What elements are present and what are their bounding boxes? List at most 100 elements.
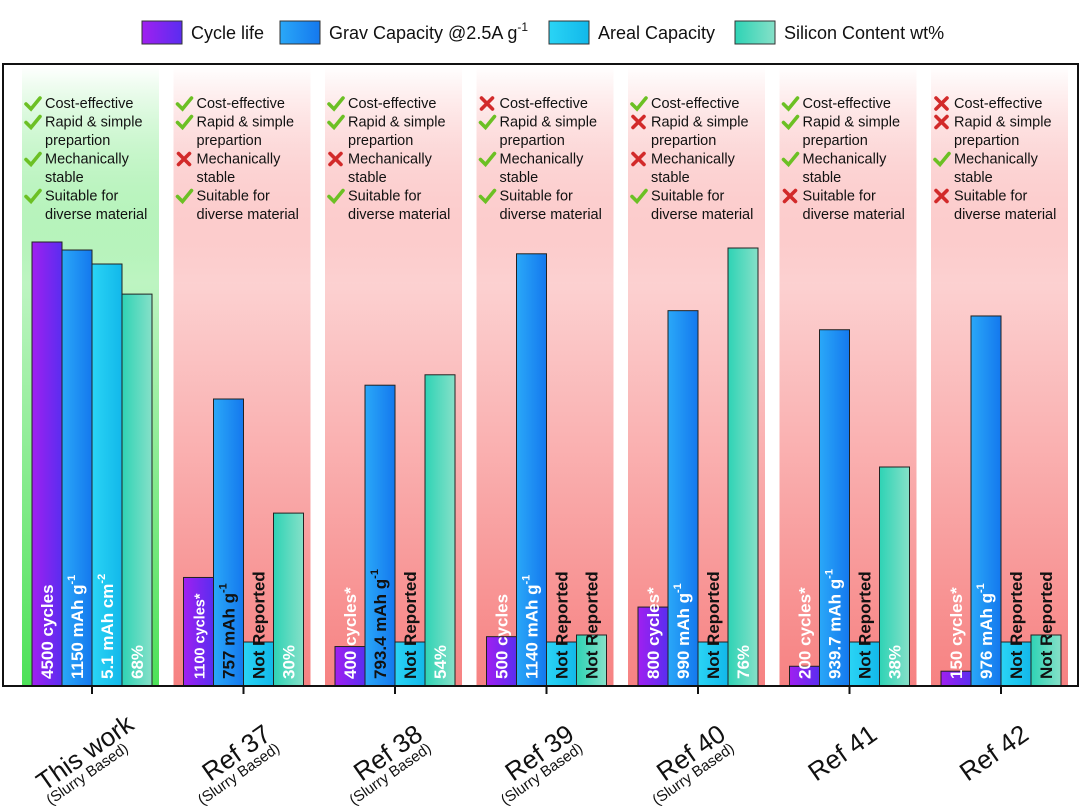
- bar-label: Not Reported: [401, 571, 420, 679]
- feature-list-1: Cost-effective Rapid & simple prepartion Me…: [175, 96, 299, 223]
- feature-text: diverse material: [803, 207, 905, 223]
- cross-icon: [631, 114, 646, 130]
- plot-border: [2, 63, 1079, 687]
- bar-label: Not Reported: [704, 571, 723, 679]
- cross-icon: [479, 96, 495, 111]
- feature-text: diverse material: [45, 207, 147, 223]
- bar-label: 54%: [431, 645, 450, 679]
- feature-text: prepartion: [954, 133, 1019, 149]
- legend-swatch: [734, 20, 776, 45]
- legend-label: Cycle life: [191, 23, 264, 43]
- feature-list-6: Cost-effective Rapid & simple prepartion Me…: [933, 96, 1056, 223]
- legend-swatch: [548, 20, 590, 45]
- legend-label: Silicon Content wt%: [784, 23, 944, 43]
- bar-label: 68%: [128, 645, 147, 679]
- bar-grav-capacity: [819, 329, 850, 687]
- cross-icon: [176, 151, 192, 167]
- check-icon: [781, 114, 800, 131]
- bar-label: 793.4 mAh g-1: [369, 569, 390, 679]
- bar-label: 990 mAh g-1: [672, 583, 693, 679]
- bar-areal-capacity: [546, 641, 577, 687]
- x-tick-label-1: Ref 37(Slurry Based): [195, 718, 283, 808]
- feature-list-5: Cost-effective Rapid & simple prepartion Me…: [781, 96, 905, 223]
- x-axis-labels: This work(Slurry Based) Ref 37(Slurry Bas…: [31, 708, 1034, 809]
- check-icon: [24, 151, 42, 168]
- check-icon: [24, 114, 42, 131]
- check-icon: [478, 188, 497, 205]
- cross-icon: [328, 151, 343, 167]
- feature-text: stable: [651, 170, 690, 186]
- bar-label: 800 cycles*: [644, 587, 663, 679]
- bar-grav-capacity: [970, 315, 1002, 687]
- x-tick-label-0: This work(Slurry Based): [31, 708, 140, 809]
- legend-item-silicon-content: Silicon Content wt%: [734, 20, 944, 45]
- feature-text: Suitable for: [803, 189, 877, 205]
- feature-text: diverse material: [197, 207, 299, 223]
- check-icon: [781, 96, 800, 112]
- bar-grav-capacity: [667, 310, 699, 687]
- check-icon: [781, 151, 800, 168]
- x-tick-label-4: Ref 40(Slurry Based): [649, 718, 737, 808]
- bar-silicon-content: [424, 374, 456, 687]
- feature-text: Cost-effective: [197, 96, 285, 112]
- bar-label: 5.1 mAh cm-2: [96, 574, 117, 679]
- feature-text: Mechanically: [803, 152, 888, 168]
- feature-text: Mechanically: [45, 152, 130, 168]
- bar-group-4: 800 cycles* 990 mAh g-1 Not Reported 76%: [637, 247, 759, 687]
- bar-label: 1150 mAh g-1: [66, 575, 87, 679]
- bar-label: 150 cycles*: [947, 587, 966, 679]
- bar-grav-capacity: [61, 249, 93, 687]
- feature-text: Rapid & simple: [651, 115, 749, 131]
- bar-cycle-life: [334, 646, 366, 687]
- bar-grav-capacity: [213, 398, 244, 687]
- bar-group-3: 500 cycles 1140 mAh g-1 Not Reported Not Re…: [486, 253, 607, 687]
- bar-label: Not Reported: [1007, 571, 1026, 679]
- check-icon: [327, 188, 345, 205]
- feature-text: Mechanically: [651, 152, 736, 168]
- feature-text: Rapid & simple: [45, 115, 143, 131]
- bar-silicon-content: [576, 634, 607, 687]
- bar-label: 38%: [886, 645, 905, 679]
- cross-icon: [631, 151, 646, 167]
- feature-list-3: Cost-effective Rapid & simple prepartion Me…: [478, 96, 602, 223]
- feature-text: Cost-effective: [45, 96, 133, 112]
- check-icon: [175, 114, 194, 131]
- feature-text: Cost-effective: [348, 96, 436, 112]
- feature-text: prepartion: [348, 133, 413, 149]
- bar-cycle-life: [486, 636, 517, 687]
- feature-text: diverse material: [954, 207, 1056, 223]
- feature-checklists: Cost-effective Rapid & simple prepartion Me…: [24, 96, 1056, 223]
- check-icon: [630, 96, 648, 112]
- bar-label: 4500 cycles: [38, 584, 57, 679]
- feature-text: Cost-effective: [651, 96, 739, 112]
- check-icon: [24, 96, 42, 112]
- legend-swatch: [279, 20, 321, 45]
- feature-list-2: Cost-effective Rapid & simple prepartion Me…: [327, 96, 450, 223]
- feature-text: Suitable for: [45, 189, 119, 205]
- bar-label: 976 mAh g-1: [975, 583, 996, 679]
- cross-icon: [934, 188, 949, 204]
- feature-text: Rapid & simple: [197, 115, 295, 131]
- feature-text: Mechanically: [348, 152, 433, 168]
- bar-areal-capacity: [1000, 641, 1032, 687]
- bar-silicon-content: [727, 247, 759, 687]
- cross-icon: [782, 188, 798, 204]
- x-tick-label-5: Ref 41: [802, 718, 882, 787]
- legend-swatch: [141, 20, 183, 45]
- feature-text: stable: [500, 170, 539, 186]
- feature-text: prepartion: [197, 133, 262, 149]
- check-icon: [24, 188, 42, 205]
- feature-text: Rapid & simple: [500, 115, 598, 131]
- legend-item-grav-capacity: Grav Capacity @2.5A g-1: [279, 20, 528, 45]
- bar-label: 939.7 mAh g-1: [824, 569, 845, 679]
- bar-label: Not Reported: [856, 571, 875, 679]
- chart-legend: Cycle life Grav Capacity @2.5A g-1 Areal C…: [141, 20, 944, 45]
- check-icon: [327, 114, 345, 131]
- bar-grav-capacity: [516, 253, 547, 687]
- feature-text: prepartion: [803, 133, 868, 149]
- feature-text: stable: [803, 170, 842, 186]
- bar-label: 30%: [280, 645, 299, 679]
- cross-icon: [934, 114, 949, 130]
- bar-silicon-content: [273, 512, 304, 687]
